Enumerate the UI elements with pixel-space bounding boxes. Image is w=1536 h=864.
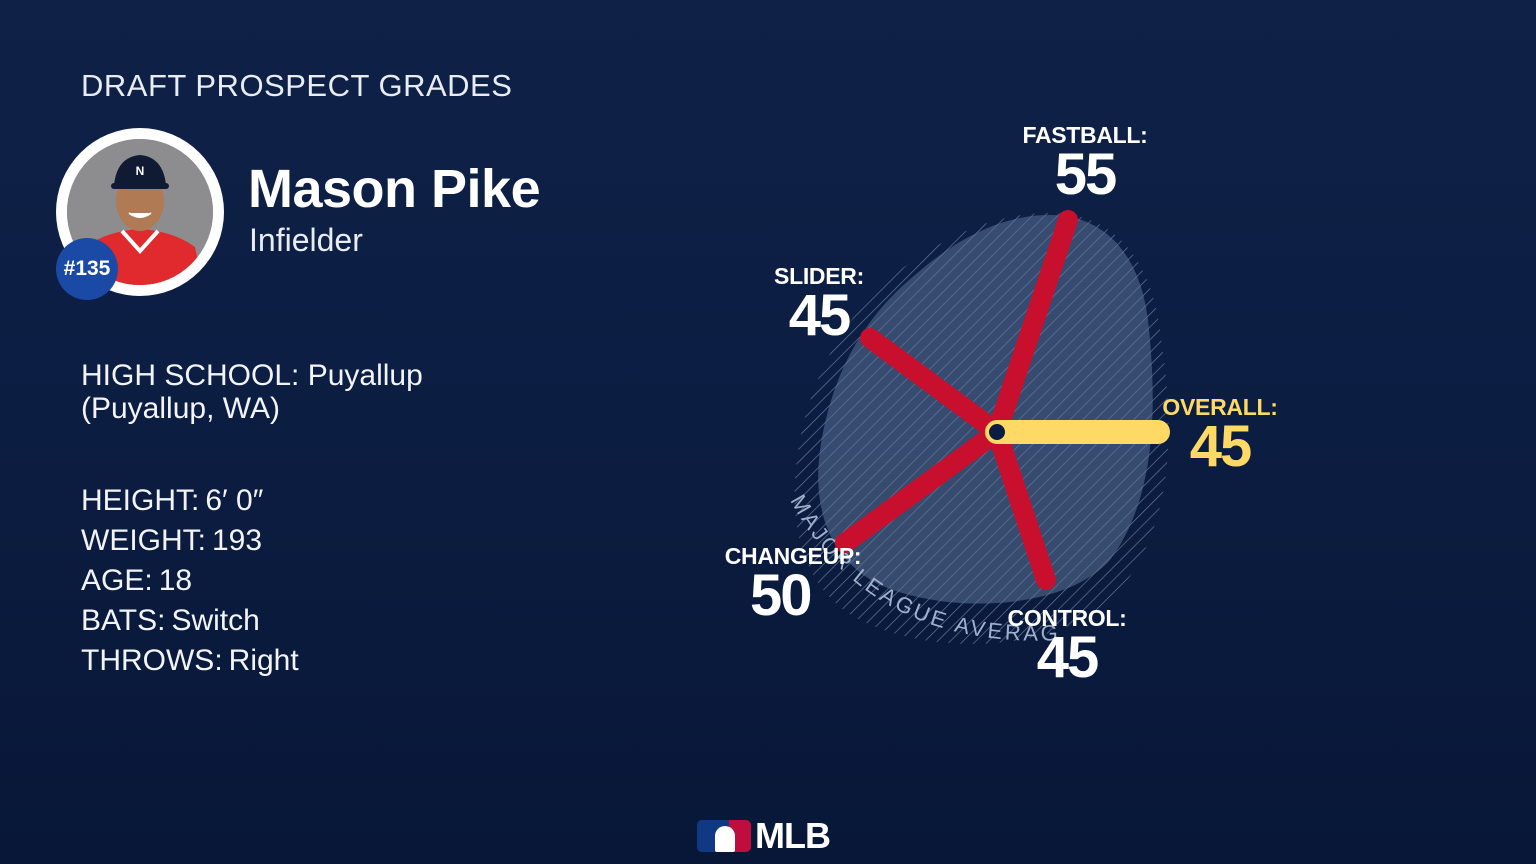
stat-value: 18 [158,564,193,597]
stat-label: THROWS: [81,644,223,677]
stat-value: 193 [212,524,263,557]
control-value: 45 [1036,625,1100,690]
stat-throws: THROWS: Right [81,641,299,681]
fastball-label: FASTBALL: 55 [1010,122,1160,207]
stat-label: HEIGHT: [81,484,200,517]
svg-text:N: N [136,164,145,178]
stat-value: Right [228,644,299,677]
changeup-label: CHANGEUP: 50 [718,543,868,628]
overall-label: OVERALL: 45 [1158,394,1282,479]
stat-age: AGE: 18 [81,561,299,601]
changeup-name: CHANGEUP: [724,543,862,569]
stat-height: HEIGHT: 6′ 0″ [81,481,299,521]
fastball-name: FASTBALL: [1022,122,1148,148]
slider-spoke [860,328,1007,442]
stat-value: Switch [171,604,260,637]
control-spoke [987,422,1056,590]
high-school-info: HIGH SCHOOL: Puyallup (Puyallup, WA) [81,359,501,425]
overall-name: OVERALL: [1162,394,1278,420]
stat-bats: BATS: Switch [81,601,299,641]
mlb-logo: MLB [697,815,831,857]
tool-spokes [835,210,1078,590]
control-label: CONTROL: 45 [1000,605,1134,690]
school-location: (Puyallup, WA) [81,392,280,425]
school-value: Puyallup [307,359,423,392]
stat-label: WEIGHT: [81,524,206,557]
fastball-spoke [987,210,1078,442]
page-kicker: DRAFT PROSPECT GRADES [81,68,513,103]
changeup-spoke [835,422,1007,553]
stat-weight: WEIGHT: 193 [81,521,299,561]
mlb-logo-text: MLB [755,815,831,856]
school-label: HIGH SCHOOL: [81,359,300,392]
stat-label: AGE: [81,564,153,597]
slider-label: SLIDER: 45 [760,263,878,348]
player-name: Mason Pike [248,159,541,219]
stat-label: BATS: [81,604,166,637]
changeup-value: 50 [750,563,813,628]
slider-name: SLIDER: [774,263,864,289]
chart-center-dot [989,424,1005,440]
control-name: CONTROL: [1007,605,1127,631]
mlb-batter-icon [697,820,751,852]
slider-value: 45 [788,283,852,348]
player-stats: HEIGHT: 6′ 0″ WEIGHT: 193 AGE: 18 BATS: Swit… [81,481,299,681]
rank-badge: #135 [56,238,118,300]
stat-value: 6′ 0″ [205,484,264,517]
fastball-value: 55 [1054,142,1118,207]
overall-value: 45 [1189,414,1253,479]
player-position: Infielder [249,222,363,258]
